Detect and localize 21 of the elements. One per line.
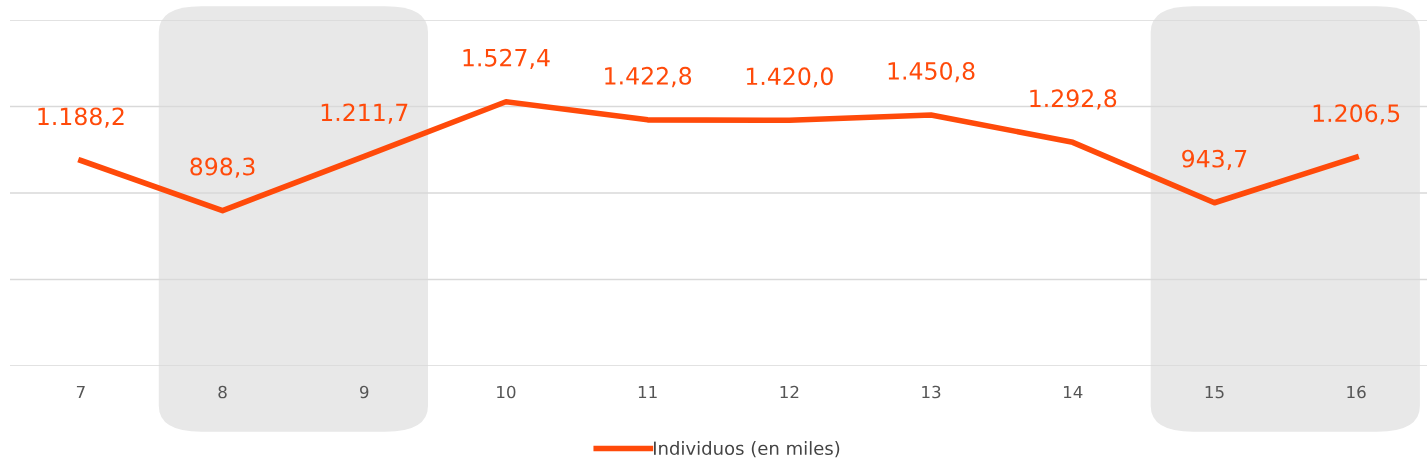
- x-tick-label: 11: [638, 385, 657, 399]
- data-label: 1.527,4: [463, 48, 550, 70]
- x-tick-label: 16: [1347, 385, 1366, 399]
- data-label: 1.422,8: [605, 66, 692, 88]
- x-tick-label: 14: [1063, 385, 1083, 399]
- data-label: 1.420,0: [746, 67, 833, 88]
- legend-label: Individuos (en miles): [653, 441, 840, 458]
- x-tick-label: 7: [76, 385, 85, 399]
- x-tick-label: 8: [218, 385, 227, 399]
- data-label: 1.188,2: [38, 107, 124, 128]
- data-label: 1.211,7: [321, 103, 408, 124]
- x-tick-label: 13: [922, 385, 941, 399]
- data-label: 1.292,8: [1030, 89, 1117, 110]
- data-label: 1.450,8: [888, 62, 975, 83]
- x-tick-label: 10: [497, 385, 516, 399]
- data-label: 943,7: [1182, 149, 1247, 171]
- data-label: 1.206,5: [1313, 104, 1400, 125]
- x-tick-label: 9: [360, 385, 369, 399]
- x-tick-label: 12: [780, 385, 799, 399]
- x-tick-label: 15: [1205, 385, 1224, 399]
- data-label: 898,3: [190, 157, 255, 178]
